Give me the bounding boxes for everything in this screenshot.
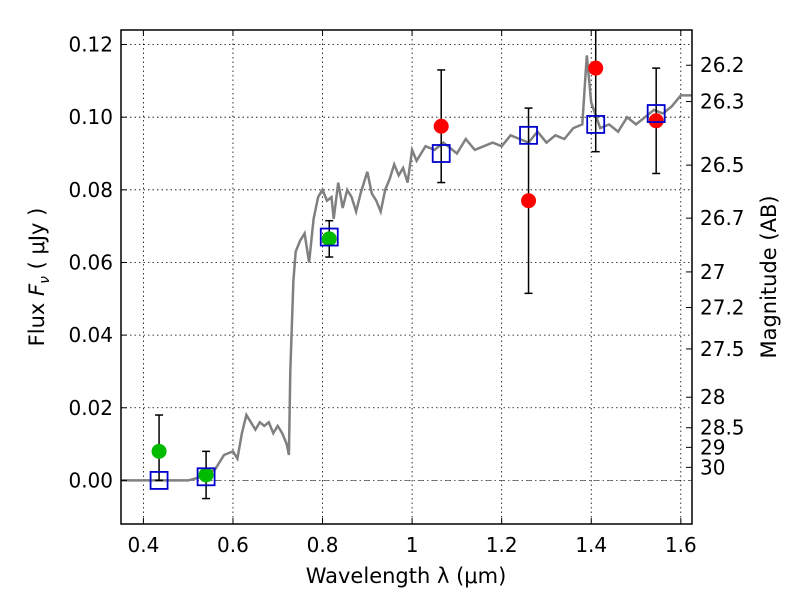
model-flux-square: [319, 227, 339, 247]
magnitude-tick-label: 26.7: [700, 206, 745, 230]
plot-data: [121, 30, 692, 500]
model-flux-square: [149, 471, 169, 490]
magnitude-tick-label: 28.5: [700, 416, 745, 440]
magnitude-tick-label: 27.2: [700, 296, 745, 320]
y-tick-label: 0.00: [68, 468, 113, 492]
x-tick-label: 0.8: [307, 533, 339, 557]
data-point-circle: [648, 113, 664, 129]
x-axis-ticks: 0.4 0.6 0.8 1 1.2 1.4 1.6: [127, 30, 697, 557]
magnitude-axis-label: Magnitude (AB): [757, 195, 781, 358]
data-point-circle: [321, 231, 337, 247]
model-spectrum-line: [121, 55, 692, 482]
model-flux-square: [519, 125, 538, 145]
y-tick-label: 0.02: [68, 396, 113, 420]
y-axis-label-sub: ν: [37, 276, 53, 284]
y-axis-label-post: ( μJy ): [25, 208, 49, 276]
magnitude-tick-label: 30: [700, 455, 725, 479]
data-point-circle: [588, 60, 604, 76]
model-flux-square: [586, 115, 606, 134]
model-flux-square: [646, 104, 666, 123]
magnitude-tick-label: 28: [700, 385, 725, 409]
y-axis-label-var: F: [25, 283, 49, 296]
x-tick-label: 0.6: [217, 533, 249, 557]
data-point-circle: [433, 118, 449, 134]
x-tick-label: 1: [406, 533, 419, 557]
magnitude-tick-label: 26.5: [700, 153, 745, 177]
y-tick-label: 0.08: [68, 178, 113, 202]
y-tick-label: 0.10: [68, 105, 113, 129]
model-flux-square: [196, 467, 216, 487]
magnitude-tick-label: 29: [700, 435, 725, 459]
x-tick-label: 1.2: [486, 533, 518, 557]
data-markers: [149, 60, 666, 490]
plot-frame: [120, 29, 693, 525]
data-point-circle: [151, 443, 167, 459]
x-tick-label: 1.4: [575, 533, 607, 557]
y-axis-label: Flux Fν ( μJy ): [25, 208, 53, 347]
x-tick-label: 0.4: [127, 533, 159, 557]
magnitude-tick-label: 26.3: [700, 90, 745, 114]
y-axis-ticks: 0.00 0.02 0.04 0.06 0.08 0.10 0.12: [68, 33, 127, 492]
data-point-circle: [198, 467, 214, 483]
x-axis-label: Wavelength λ (μm): [306, 564, 507, 588]
model-flux-square: [431, 144, 451, 163]
y-tick-label: 0.06: [68, 250, 113, 274]
data-point-circle: [521, 193, 537, 209]
y-axis-label-pre: Flux: [25, 296, 49, 346]
magnitude-tick-label: 27: [700, 260, 725, 284]
y-tick-label: 0.12: [68, 33, 113, 57]
y-tick-label: 0.04: [68, 323, 113, 347]
x-tick-label: 1.6: [665, 533, 697, 557]
magnitude-tick-label: 27.5: [700, 337, 745, 361]
magnitude-tick-label: 26.2: [700, 53, 745, 77]
